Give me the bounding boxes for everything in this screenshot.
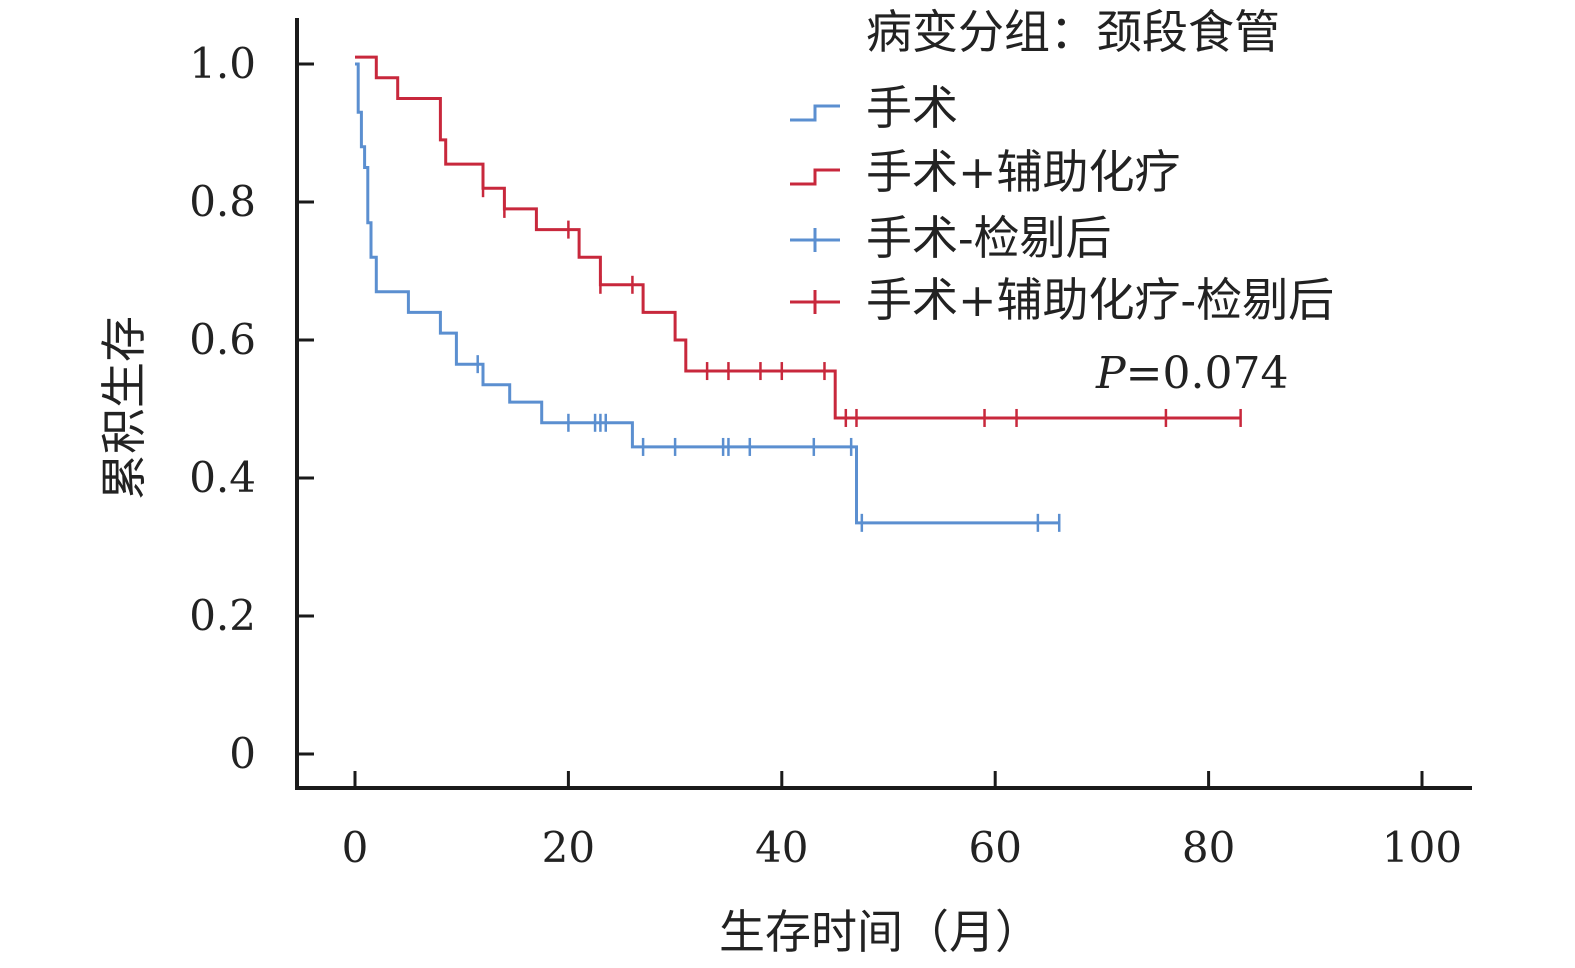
legend-swatch-surgery-chemo [790, 168, 840, 186]
x-tick-label: 40 [755, 823, 808, 872]
survival-curves [355, 55, 1242, 532]
legend-label-surgery-chemo-censored: 手术+辅助化疗-检剔后 [866, 273, 1334, 327]
x-tick-label: 80 [1182, 823, 1235, 872]
x-tick-label: 60 [968, 823, 1021, 872]
legend: 病变分组：颈段食管 手术 手术+辅助化疗 手术-检剔后 手术+辅助化疗-检剔后 … [790, 5, 1334, 399]
legend-swatch-surgery [790, 104, 840, 122]
x-tick-label: 0 [342, 823, 369, 872]
survival-curve-2 [355, 55, 1241, 420]
y-tick-label: 0 [229, 729, 256, 778]
axes [295, 18, 1472, 790]
x-tick-label: 100 [1382, 823, 1462, 872]
y-tick-label: 1.0 [189, 39, 256, 88]
legend-title: 病变分组：颈段食管 [866, 5, 1280, 59]
x-axis-title: 生存时间（月） [719, 905, 1041, 959]
legend-label-surgery: 手术 [866, 81, 958, 135]
legend-swatch-surgery-chemo-censored [790, 290, 840, 314]
legend-label-surgery-censored: 手术-检剔后 [866, 211, 1112, 265]
p-value: =0.074 [1126, 348, 1289, 399]
p-label: P [1095, 348, 1127, 399]
y-tick-label: 0.8 [189, 177, 256, 226]
legend-label-surgery-chemo: 手术+辅助化疗 [866, 145, 1181, 199]
y-tick-label: 0.4 [189, 453, 256, 502]
ticks: 0 0.2 0.4 0.6 0.8 1.0 0 20 40 60 80 100 [189, 39, 1462, 872]
y-axis-title: 累积生存 [97, 316, 151, 500]
legend-swatch-surgery-censored [790, 228, 840, 252]
x-tick-label: 20 [542, 823, 595, 872]
y-tick-label: 0.6 [189, 315, 256, 364]
survival-curve-1 [355, 62, 1060, 525]
p-value-annotation: P=0.074 [1095, 348, 1288, 399]
y-tick-label: 0.2 [189, 591, 256, 640]
